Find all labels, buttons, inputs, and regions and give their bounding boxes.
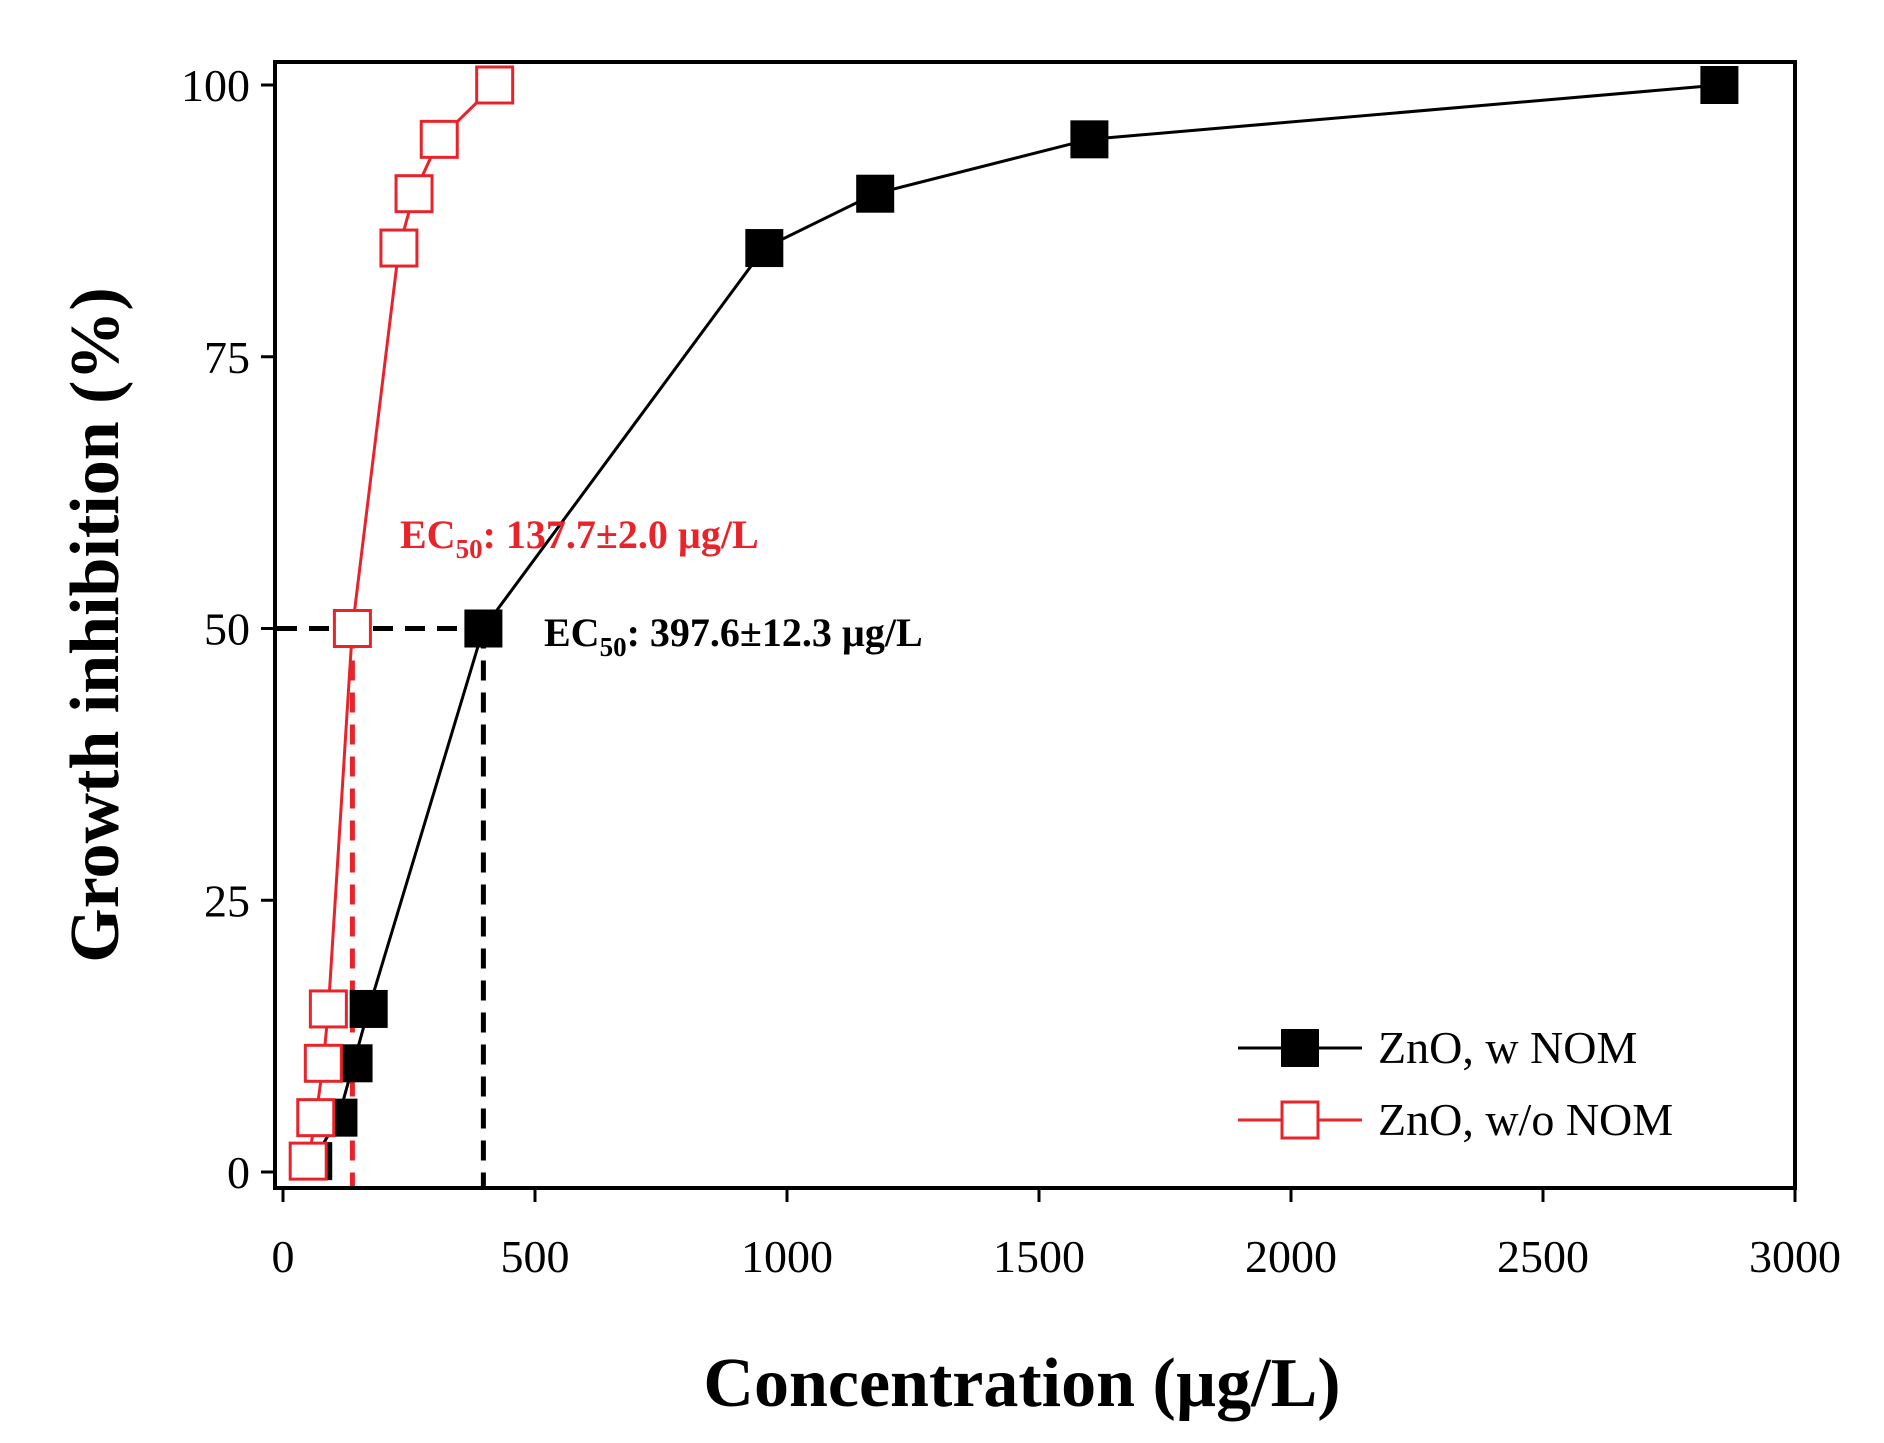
x-tick-label: 1500	[993, 1231, 1085, 1282]
ec50-black-subscript: 50	[600, 632, 627, 662]
data-point	[296, 1098, 336, 1138]
data-point	[303, 1043, 343, 1083]
ec50-annotation-black: EC50: 397.6±12.3 µg/L	[544, 610, 923, 662]
legend: ZnO, w NOM ZnO, w/o NOM	[1238, 1022, 1673, 1145]
ec50-red-prefix: EC	[400, 512, 456, 557]
data-point	[1070, 120, 1109, 159]
data-point	[379, 228, 419, 268]
y-tick-label: 25	[204, 875, 250, 926]
y-tick-label: 0	[227, 1147, 250, 1198]
data-point	[288, 1141, 328, 1181]
x-tick-label: 2500	[1497, 1231, 1589, 1282]
x-tick-label: 0	[272, 1231, 295, 1282]
legend-entry-w-nom: ZnO, w NOM	[1238, 1022, 1637, 1073]
data-point	[394, 174, 434, 214]
plot-frame	[273, 60, 1797, 1190]
legend-marker-wo-nom	[1280, 1100, 1320, 1140]
data-point	[332, 609, 372, 648]
x-axis-title: Concentration (µg/L)	[703, 1345, 1340, 1422]
axis-ticks: 0 500 1000 1500 2000 2500 3000 0 25 50 75 100	[181, 60, 1841, 1282]
ec50-annotation-red: EC50: 137.7±2.0 µg/L	[400, 512, 759, 564]
y-tick-label: 50	[204, 604, 250, 655]
data-point	[308, 989, 348, 1029]
legend-marker-w-nom	[1281, 1029, 1319, 1067]
data-point	[349, 989, 388, 1028]
legend-label-w-nom: ZnO, w NOM	[1378, 1022, 1637, 1073]
y-axis-title: Growth inhibition (%)	[57, 287, 134, 963]
ec50-black-value: : 397.6±12.3 µg/L	[627, 610, 923, 655]
data-point	[419, 119, 459, 159]
x-tick-label: 3000	[1749, 1231, 1841, 1282]
y-tick-label: 100	[181, 60, 250, 111]
data-point	[464, 609, 503, 648]
ec50-red-subscript: 50	[456, 534, 483, 564]
legend-entry-wo-nom: ZnO, w/o NOM	[1238, 1094, 1673, 1145]
data-point	[475, 65, 515, 105]
data-point	[856, 174, 895, 213]
x-tick-label: 500	[501, 1231, 570, 1282]
ec50-reference-lines	[277, 626, 486, 1186]
data-series	[288, 65, 1739, 1181]
legend-label-wo-nom: ZnO, w/o NOM	[1378, 1094, 1673, 1145]
x-tick-label: 1000	[741, 1231, 833, 1282]
ec50-red-value: : 137.7±2.0 µg/L	[483, 512, 759, 557]
data-point	[745, 229, 784, 268]
data-point	[1700, 66, 1739, 104]
x-tick-label: 2000	[1245, 1231, 1337, 1282]
ec50-black-prefix: EC	[544, 610, 600, 655]
y-tick-label: 75	[204, 332, 250, 383]
